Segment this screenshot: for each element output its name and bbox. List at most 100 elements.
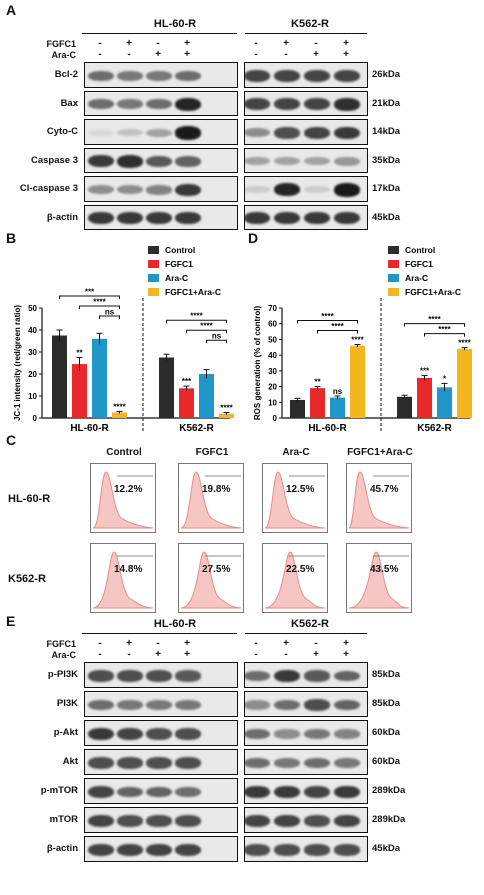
flow-plot-0-3	[346, 463, 412, 533]
blot-row-label-e-6: β-actin	[46, 843, 78, 854]
y-tick-label-5: 50	[28, 304, 37, 313]
flow-histogram-1-1	[180, 551, 242, 609]
y-tick-label-1: 10	[28, 392, 37, 401]
sign-arac-hl60-2-a: +	[155, 49, 161, 60]
kda-label-a-5: 45kDa	[372, 211, 400, 223]
legend-label-0: Control	[405, 245, 435, 255]
legend-swatch-1	[388, 260, 399, 268]
blot-e-p-PI3K-hl60	[84, 662, 238, 688]
bracket-label-K562-R-0: ****	[190, 312, 203, 321]
cell-line-hl60-e: HL-60-R	[153, 618, 197, 630]
y-tick-label-1: 10	[268, 398, 277, 407]
band-e-0-k562-2	[304, 670, 330, 682]
band-a-4-k562-0	[245, 186, 270, 194]
flow-row-label-0: HL-60-R	[8, 493, 51, 505]
band-e-5-hl60-1	[117, 815, 143, 827]
kda-label-e-6: 45kDa	[372, 843, 400, 854]
sign-fgfc1-hl60-2-e: -	[156, 638, 160, 649]
bar-K562-R-FGFC1	[179, 388, 194, 418]
blot-e-mTOR-hl60	[84, 807, 238, 833]
sign-fgfc1-hl60-2-a: -	[156, 38, 160, 49]
blot-row-label-e-4: p-mTOR	[40, 785, 78, 796]
treatment-label-fgfc1-a: FGFC1	[46, 39, 76, 49]
blot-e-p-mTOR-hl60	[84, 778, 238, 804]
band-e-0-hl60-1	[117, 670, 143, 682]
flow-plot-0-1	[178, 463, 244, 533]
jc1-bar-chart: 0 10 20 30 40 50 JC-1 intensity (red/green rat…	[13, 245, 234, 434]
bracket-label-HL-60-R-1: ****	[93, 298, 106, 307]
sign-arac-hl60-3-e: +	[184, 649, 190, 660]
legend-label-1: FGFC1	[165, 259, 193, 269]
flow-plot-1-0	[90, 543, 156, 613]
band-a-5-k562-2	[304, 212, 330, 225]
band-e-0-hl60-0	[88, 670, 114, 682]
flow-plot-0-0	[90, 463, 156, 533]
bracket-label-K562-R-2: ns	[212, 332, 222, 341]
band-a-4-hl60-2	[146, 184, 172, 195]
kda-label-e-1: 85kDa	[372, 698, 400, 709]
sig-star-HL-60-R-1: **	[76, 349, 83, 358]
flow-histogram-0-1	[180, 471, 242, 529]
flow-histogram-1-2	[264, 551, 326, 609]
sign-fgfc1-k562-2-e: -	[314, 638, 318, 649]
blot-a-Bcl-2-hl60	[84, 62, 238, 88]
band-e-3-k562-3	[334, 758, 360, 768]
band-e-4-k562-3	[334, 785, 360, 799]
band-e-4-hl60-0	[88, 786, 114, 798]
band-a-3-hl60-2	[146, 155, 172, 167]
legend-label-3: FGFC1+Ara-C	[165, 287, 221, 297]
band-a-2-hl60-0	[88, 129, 114, 136]
band-a-4-k562-3	[334, 182, 360, 197]
blot-e-p-Akt-k562	[244, 720, 368, 746]
y-axis-label: JC-1 intensity (red/green ratio)	[13, 305, 22, 421]
flow-plot-1-3	[346, 543, 412, 613]
band-e-6-k562-2	[304, 844, 330, 856]
y-tick-label-3: 30	[28, 348, 37, 357]
band-a-1-k562-0	[245, 98, 270, 111]
cell-line-underline-k562-e	[245, 633, 367, 634]
band-a-3-k562-0	[245, 157, 270, 166]
sign-arac-hl60-2-e: +	[155, 649, 161, 660]
flow-curve-0-2	[264, 471, 326, 529]
cell-line-hl60-a: HL-60-R	[153, 18, 197, 30]
band-e-0-k562-3	[334, 670, 360, 682]
flow-percent-1-0: 14.8%	[114, 564, 143, 575]
blot-row-label-a-2: Cyto-C	[46, 126, 78, 137]
band-e-4-k562-0	[245, 785, 270, 799]
legend-swatch-0	[388, 246, 399, 254]
bar-HL-60-R-Ara-C	[330, 397, 345, 418]
sig-star-HL-60-R-3: ****	[113, 402, 126, 411]
bracket-K562-R-0	[404, 323, 465, 327]
band-e-2-hl60-1	[117, 728, 143, 740]
sig-star-HL-60-R-2: ns	[333, 387, 343, 396]
band-e-6-k562-0	[245, 844, 270, 856]
legend-swatch-2	[388, 274, 399, 282]
flow-percent-0-2: 12.5%	[286, 484, 315, 495]
x-category-HL-60-R: HL-60-R	[70, 423, 109, 434]
band-a-0-k562-3	[334, 69, 360, 82]
sig-star-HL-60-R-1: **	[314, 378, 321, 387]
band-e-1-hl60-1	[117, 700, 143, 710]
kda-label-e-5: 289kDa	[372, 814, 406, 825]
bar-HL-60-R-Control	[52, 335, 67, 418]
band-e-2-k562-3	[334, 729, 360, 739]
sig-star-K562-R-1: ***	[182, 377, 192, 386]
y-tick-label-7: 70	[268, 304, 277, 313]
y-tick-label-2: 20	[28, 370, 37, 379]
flow-histogram-0-0	[92, 471, 154, 529]
band-a-1-k562-1	[274, 98, 300, 111]
bracket-label-HL-60-R-0: ****	[321, 312, 334, 321]
ros-bar-chart: 0 10 20 30 40 50 60 70 ROS generation (% of cont…	[253, 245, 472, 434]
blot-a-Cyto-C-k562	[244, 119, 368, 145]
sig-star-HL-60-R-3: ****	[351, 335, 364, 344]
band-e-1-hl60-0	[88, 699, 114, 711]
cell-line-k562-a: K562-R	[291, 18, 329, 30]
band-e-0-hl60-3	[175, 670, 201, 682]
band-e-5-hl60-0	[88, 815, 114, 827]
band-e-3-k562-1	[274, 758, 300, 768]
blot-a-β-actin-k562	[244, 204, 368, 230]
blot-a-β-actin-hl60	[84, 204, 238, 230]
flow-curve-1-1	[180, 551, 242, 609]
band-e-0-hl60-2	[146, 670, 172, 682]
band-e-3-hl60-3	[175, 757, 201, 769]
